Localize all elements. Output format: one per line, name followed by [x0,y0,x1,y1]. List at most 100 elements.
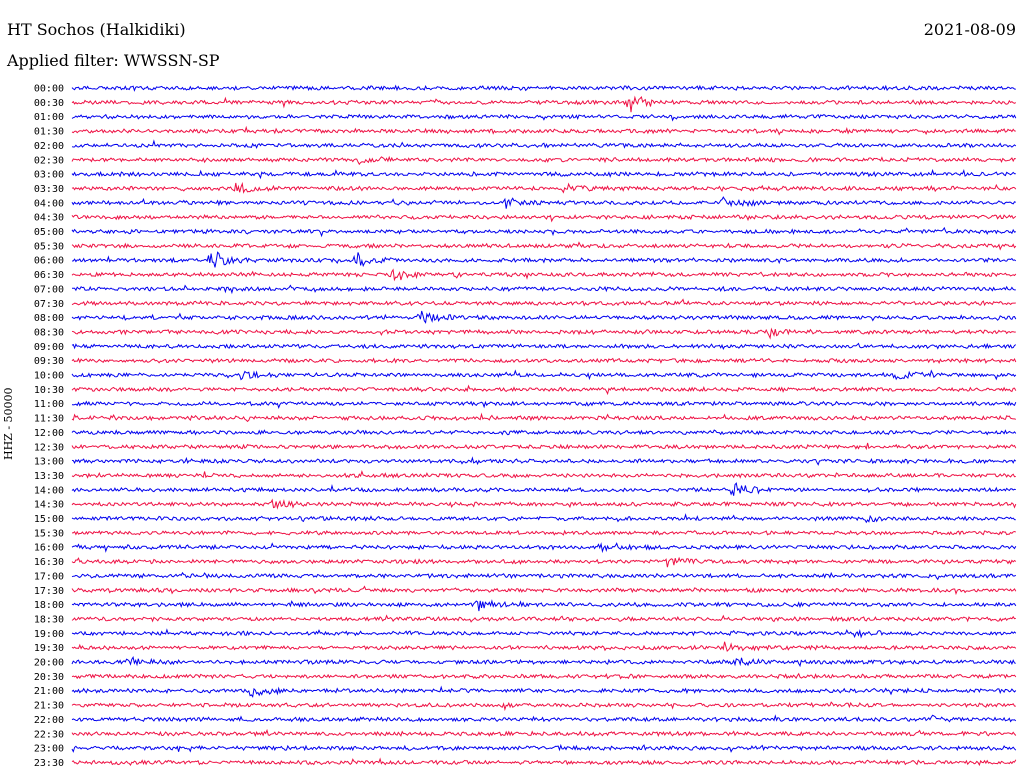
time-tick-label: 08:00 [34,313,64,324]
seismic-trace [72,529,1017,536]
seismic-trace [71,95,1017,113]
time-tick-label: 20:30 [34,672,64,683]
time-tick-label: 10:30 [34,385,64,396]
seismic-trace [71,714,1017,723]
seismic-trace [71,482,1016,496]
seismic-trace [71,327,1016,340]
time-tick-label: 04:00 [34,198,64,209]
seismic-trace [71,513,1016,524]
time-tick-label: 00:00 [34,84,64,95]
seismic-trace [71,213,1017,223]
seismic-trace [71,498,1017,510]
seismic-trace [71,400,1017,410]
filter-label: Applied filter: WWSSN-SP [7,51,220,70]
time-tick-label: 09:00 [34,342,64,353]
seismic-trace [71,139,1017,149]
seismic-trace [71,470,1016,479]
time-tick-label: 14:30 [34,500,64,511]
seismic-trace [71,672,1017,680]
time-tick-label: 19:00 [34,629,64,640]
seismic-trace [71,542,1017,554]
time-tick-label: 04:30 [34,213,64,224]
seismic-trace [71,84,1016,92]
seismic-trace [71,384,1017,396]
seismic-trace [71,226,1016,238]
time-tick-label: 06:30 [34,270,64,281]
seismic-trace [71,556,1017,568]
seismic-trace [71,685,1017,698]
time-tick-label: 21:30 [34,701,64,712]
seismic-trace [71,357,1017,364]
seismic-trace [71,728,1017,738]
seismic-trace [71,757,1017,767]
seismic-trace [71,571,1017,581]
seismic-trace [71,241,1017,251]
time-tick-label: 05:30 [34,241,64,252]
seismic-trace [71,641,1017,653]
time-tick-label: 14:00 [34,485,64,496]
time-tick-label: 20:00 [34,658,64,669]
time-tick-label: 18:30 [34,614,64,625]
time-tick-label: 12:30 [34,442,64,453]
time-tick-label: 18:00 [34,600,64,611]
seismic-trace [71,614,1016,623]
time-tick-label: 01:30 [34,127,64,138]
time-tick-label: 23:30 [34,758,64,769]
seismic-trace [71,268,1017,282]
time-tick-label: 03:00 [34,170,64,181]
seismic-trace [71,628,1017,639]
time-tick-label: 10:00 [34,371,64,382]
seismic-trace [71,456,1017,466]
seismic-trace [71,168,1016,180]
time-tick-label: 23:00 [34,744,64,755]
seismic-trace [72,284,1016,295]
time-tick-label: 02:00 [34,141,64,152]
seismic-trace [71,585,1017,596]
seismic-trace [71,429,1017,436]
time-tick-label: 00:30 [34,98,64,109]
time-tick-label: 05:00 [34,227,64,238]
seismic-trace [71,298,1016,307]
time-tick-label: 08:30 [34,327,64,338]
seismic-trace [71,196,1016,209]
seismic-trace [71,125,1016,136]
time-tick-label: 21:00 [34,686,64,697]
seismic-trace [71,412,1016,423]
time-tick-label: 17:30 [34,586,64,597]
time-tick-label: 16:00 [34,543,64,554]
seismic-trace [71,599,1017,612]
time-tick-label: 17:00 [34,571,64,582]
seismic-trace [71,251,1017,268]
time-tick-label: 07:30 [34,299,64,310]
time-tick-label: 11:00 [34,399,64,410]
seismic-trace [71,701,1016,712]
seismic-trace [71,442,1017,451]
seismic-trace [71,181,1017,194]
time-tick-label: 11:30 [34,414,64,425]
time-tick-label: 19:30 [34,643,64,654]
time-tick-label: 13:30 [34,471,64,482]
time-tick-label: 06:00 [34,256,64,267]
time-tick-label: 16:30 [34,557,64,568]
seismic-trace [71,656,1016,668]
seismic-trace [71,155,1016,166]
time-tick-label: 12:00 [34,428,64,439]
seismic-trace [71,743,1017,753]
time-tick-label: 07:00 [34,284,64,295]
seismic-trace [71,342,1017,350]
seismic-trace [71,369,1017,381]
date-label: 2021-08-09 [923,20,1016,39]
time-tick-label: 01:00 [34,112,64,123]
time-tick-label: 15:00 [34,514,64,525]
time-tick-label: 03:30 [34,184,64,195]
time-tick-label: 22:00 [34,715,64,726]
time-tick-label: 02:30 [34,155,64,166]
time-tick-label: 13:00 [34,457,64,468]
seismic-trace [71,310,1017,324]
station-title: HT Sochos (Halkidiki) [7,20,186,39]
time-tick-label: 09:30 [34,356,64,367]
seismic-trace [71,113,1017,122]
time-tick-label: 15:30 [34,528,64,539]
time-tick-label: 22:30 [34,729,64,740]
